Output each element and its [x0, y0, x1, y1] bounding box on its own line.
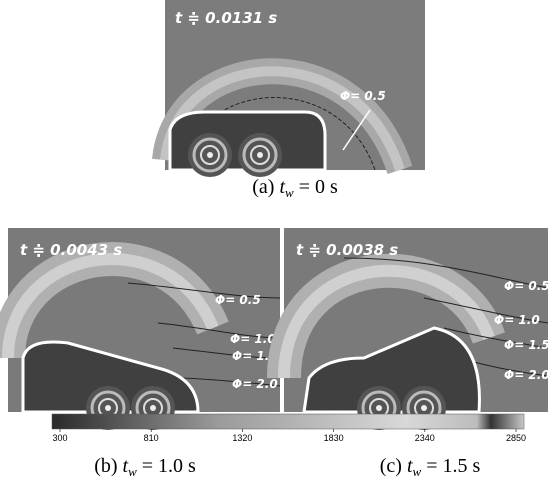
panel-b: t ≑ 0.0043 s Φ= 0.5 Φ= 1.0 Φ= 1.5 Φ= 2.0 — [8, 228, 280, 430]
time-label: t ≑ 0.0043 s — [20, 241, 122, 259]
time-label: t ≑ 0.0131 s — [175, 9, 277, 27]
contour-label: Φ= 2.0 — [232, 377, 278, 391]
contour-label: Φ= 1.0 — [494, 313, 540, 327]
colorbar-tick-label: 1830 — [324, 433, 344, 443]
colorbar-tick-label: 2850 — [506, 433, 526, 443]
colorbar-tick-label: 810 — [144, 433, 159, 443]
panel-c: t ≑ 0.0038 s Φ= 0.5 Φ= 1.0 Φ= 1.5 Φ= 2.0 — [284, 228, 550, 430]
contour-label: Φ= 0.5 — [340, 89, 386, 103]
panel-a: t ≑ 0.0131 s Φ= 0.5 — [165, 0, 425, 177]
caption: (a) tw = 0 s — [252, 176, 338, 200]
contour-label: Φ= 1.0 — [230, 332, 276, 346]
caption: (c) tw = 1.5 s — [380, 455, 481, 479]
caption: (b) tw = 1.0 s — [94, 455, 196, 479]
contour-label: Φ= 2.0 — [504, 368, 550, 382]
colorbar — [52, 414, 524, 429]
colorbar-tick-label: 300 — [52, 433, 67, 443]
contour-label: Φ= 1.5 — [504, 338, 550, 352]
contour-label: Φ= 0.5 — [504, 279, 550, 293]
colorbar-tick-label: 2340 — [415, 433, 435, 443]
colorbar-ticks: 300 810 1320 1830 2340 2850 — [52, 429, 526, 443]
time-label: t ≑ 0.0038 s — [296, 241, 398, 259]
figure: t ≑ 0.0131 s Φ= 0.5 (a) tw = 0 s t ≑ 0.0… — [0, 0, 550, 480]
contour-label: Φ= 0.5 — [215, 293, 261, 307]
colorbar-tick-label: 1320 — [232, 433, 252, 443]
